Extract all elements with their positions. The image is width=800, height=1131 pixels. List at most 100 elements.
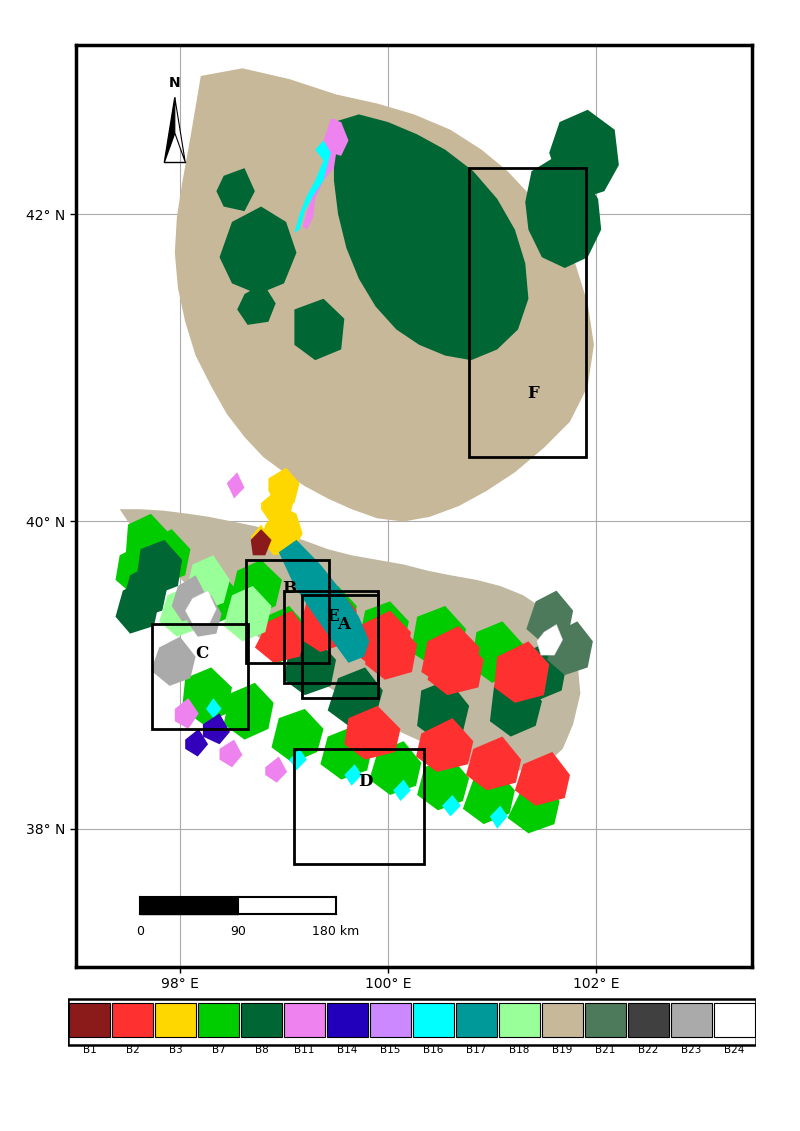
Polygon shape [284, 637, 336, 696]
Polygon shape [203, 714, 230, 744]
Bar [413, 1003, 454, 1037]
Polygon shape [190, 571, 237, 625]
Bar [246, 560, 329, 663]
Polygon shape [182, 667, 232, 724]
Polygon shape [526, 156, 601, 268]
Text: B11: B11 [294, 1045, 314, 1055]
Polygon shape [123, 564, 167, 619]
Text: B23: B23 [682, 1045, 702, 1055]
Polygon shape [187, 595, 222, 637]
Text: 0: 0 [137, 925, 145, 938]
Bar [671, 1003, 712, 1037]
Text: D: D [358, 772, 373, 789]
Polygon shape [307, 586, 357, 641]
Polygon shape [175, 698, 198, 728]
Polygon shape [206, 698, 222, 718]
Bar [69, 1003, 110, 1037]
Text: B18: B18 [510, 1045, 530, 1055]
Polygon shape [219, 207, 297, 294]
Text: B3: B3 [169, 1045, 182, 1055]
Polygon shape [185, 728, 208, 757]
Text: 90: 90 [230, 925, 246, 938]
Polygon shape [120, 509, 580, 770]
Polygon shape [165, 97, 175, 162]
Text: B14: B14 [338, 1045, 358, 1055]
Polygon shape [271, 709, 323, 762]
Polygon shape [411, 606, 466, 667]
Polygon shape [216, 169, 255, 211]
Text: B8: B8 [254, 1045, 268, 1055]
Polygon shape [328, 667, 383, 726]
Bar [294, 749, 424, 864]
Text: 180 km: 180 km [312, 925, 360, 938]
Polygon shape [442, 795, 461, 817]
Bar [499, 1003, 540, 1037]
Polygon shape [185, 555, 230, 611]
Polygon shape [393, 779, 411, 801]
Polygon shape [297, 586, 357, 653]
Polygon shape [250, 529, 271, 555]
Polygon shape [268, 468, 300, 507]
Text: B21: B21 [595, 1045, 616, 1055]
Text: B16: B16 [423, 1045, 444, 1055]
Polygon shape [359, 602, 409, 657]
Bar [284, 1003, 325, 1037]
Polygon shape [417, 757, 469, 810]
Text: B24: B24 [724, 1045, 745, 1055]
Text: B22: B22 [638, 1045, 658, 1055]
Polygon shape [427, 637, 484, 696]
Text: B17: B17 [466, 1045, 486, 1055]
Polygon shape [494, 641, 549, 702]
Polygon shape [490, 675, 542, 736]
Text: F: F [527, 385, 539, 402]
Bar [628, 1003, 669, 1037]
Polygon shape [175, 97, 185, 162]
Polygon shape [490, 805, 508, 829]
Text: B15: B15 [380, 1045, 401, 1055]
Polygon shape [172, 576, 206, 621]
Polygon shape [115, 544, 159, 595]
Polygon shape [159, 586, 203, 637]
Polygon shape [466, 736, 521, 791]
Polygon shape [359, 611, 411, 672]
Text: B2: B2 [126, 1045, 139, 1055]
Polygon shape [416, 718, 474, 771]
Polygon shape [294, 140, 331, 233]
Polygon shape [463, 770, 515, 824]
Bar [152, 624, 248, 728]
Polygon shape [302, 119, 338, 230]
Polygon shape [422, 625, 479, 688]
Bar [302, 595, 378, 698]
Text: C: C [195, 645, 208, 662]
Polygon shape [219, 740, 242, 767]
Polygon shape [224, 683, 274, 740]
Polygon shape [230, 560, 282, 616]
Text: E: E [326, 608, 339, 625]
Polygon shape [334, 114, 528, 360]
Polygon shape [294, 299, 344, 360]
Polygon shape [518, 641, 567, 701]
Bar [241, 1003, 282, 1037]
Polygon shape [323, 119, 349, 156]
Text: B19: B19 [552, 1045, 573, 1055]
Polygon shape [175, 68, 594, 521]
Polygon shape [344, 706, 401, 760]
Bar [585, 1003, 626, 1037]
Polygon shape [266, 757, 287, 783]
Polygon shape [508, 779, 560, 834]
Bar [284, 590, 378, 683]
Bar [370, 1003, 411, 1037]
Polygon shape [549, 110, 619, 199]
Polygon shape [365, 621, 417, 680]
Polygon shape [115, 580, 159, 633]
Polygon shape [515, 752, 570, 805]
Polygon shape [126, 513, 170, 568]
Polygon shape [471, 621, 523, 683]
Bar [112, 1003, 153, 1037]
Polygon shape [136, 539, 182, 595]
Text: N: N [169, 76, 181, 89]
Polygon shape [250, 525, 268, 550]
Polygon shape [547, 621, 593, 675]
Polygon shape [258, 606, 307, 663]
Polygon shape [344, 765, 362, 786]
